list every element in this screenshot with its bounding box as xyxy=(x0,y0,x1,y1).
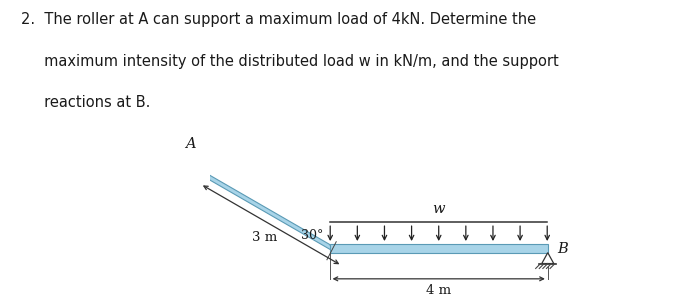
Text: A: A xyxy=(186,137,196,151)
Text: reactions at B.: reactions at B. xyxy=(21,94,150,110)
Text: maximum intensity of the distributed load w in kN/m, and the support: maximum intensity of the distributed loa… xyxy=(21,54,559,69)
Circle shape xyxy=(182,155,190,163)
Text: 30°: 30° xyxy=(301,229,323,242)
Polygon shape xyxy=(330,245,548,253)
Text: 4 m: 4 m xyxy=(426,284,452,297)
Text: 3 m: 3 m xyxy=(252,231,277,244)
Text: 2.  The roller at A can support a maximum load of 4kN. Determine the: 2. The roller at A can support a maximum… xyxy=(21,12,536,27)
Polygon shape xyxy=(542,253,554,263)
Text: B: B xyxy=(558,242,568,256)
Text: w: w xyxy=(433,202,445,216)
Polygon shape xyxy=(188,163,334,251)
